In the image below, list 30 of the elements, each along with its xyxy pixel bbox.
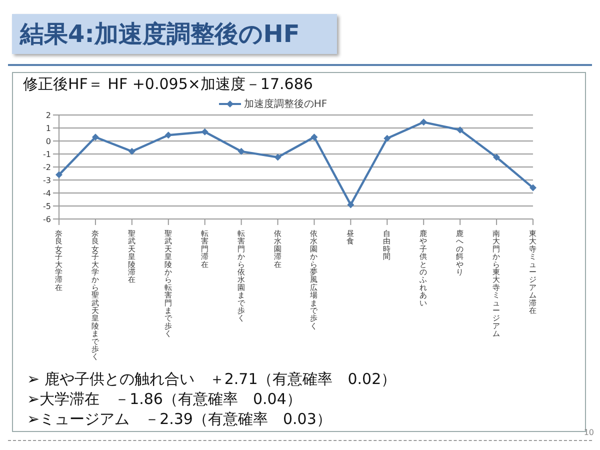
point — [347, 201, 354, 208]
y-tick-label: -2 — [43, 162, 51, 172]
point — [92, 134, 99, 141]
point — [201, 128, 208, 136]
y-tick-label: 1 — [46, 124, 51, 133]
text: ➢ミュージアム －2.39（有意確率 0.03） — [27, 409, 332, 429]
point — [530, 184, 536, 192]
point — [238, 148, 245, 155]
point — [56, 171, 62, 178]
point — [420, 118, 428, 126]
y-tick-label: -3 — [43, 176, 51, 185]
point — [128, 148, 136, 155]
point — [164, 132, 172, 139]
point — [274, 154, 282, 161]
y-tick-label: -4 — [43, 188, 51, 198]
y-tick-label: 2 — [46, 110, 51, 120]
y-tick-label: -6 — [43, 214, 51, 224]
point — [493, 154, 500, 161]
text: ➢ 鹿や子供との触れ合い ＋2.71（有意確率 0.02） — [27, 369, 396, 389]
chart-title: 結果4:加速度調整後のHF — [12, 14, 337, 54]
text: 10 — [584, 428, 594, 437]
point — [310, 134, 318, 141]
text: ➢大学滞在 －1.86（有意確率 0.04） — [27, 389, 302, 409]
legend-label: 加速度調整後のHF — [244, 98, 328, 111]
chart-subtitle: 修正後HF＝ HF +0.095×加速度－17.686 — [22, 74, 314, 95]
y-tick-label: -5 — [43, 202, 51, 211]
point — [456, 126, 464, 134]
y-tick-label: 0 — [46, 136, 51, 146]
y-tick-label: -1 — [43, 150, 51, 159]
point — [384, 134, 391, 142]
